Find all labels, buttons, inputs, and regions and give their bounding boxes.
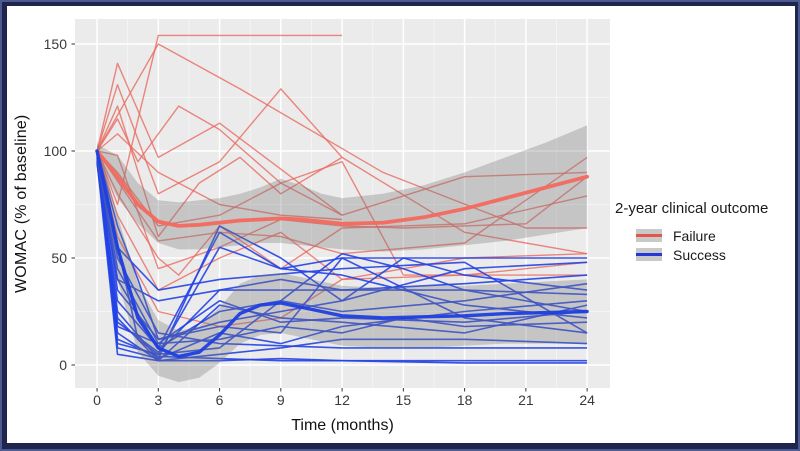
y-tick-label: 100 — [44, 143, 68, 159]
patient-line-failure — [96, 150, 588, 291]
patient-line-success — [96, 157, 588, 360]
patient-line-success — [96, 150, 588, 356]
ci-ribbon-failure — [97, 125, 588, 252]
x-tick-label: 24 — [579, 392, 595, 408]
patient-line-success — [96, 161, 588, 349]
patient-line-success — [96, 163, 588, 354]
legend: 2-year clinical outcome Failure Success — [615, 200, 793, 264]
x-tick-label: 9 — [277, 392, 285, 408]
x-tick-label: 6 — [216, 392, 224, 408]
x-tick-label: 18 — [457, 392, 473, 408]
patient-line-failure — [96, 83, 588, 255]
mean-line-failure — [95, 149, 589, 228]
chart-canvas: 0 3 6 9 12 15 18 21 24 0 50 100 150 — [44, 19, 610, 408]
x-tick-label: 0 — [93, 392, 101, 408]
legend-title: 2-year clinical outcome — [615, 200, 769, 217]
y-tick-label: 0 — [59, 357, 67, 373]
patient-line-failure — [96, 34, 343, 206]
patient-line-failure — [96, 105, 343, 238]
x-tick-label: 21 — [518, 392, 534, 408]
legend-item-success: Success — [615, 245, 793, 264]
failure-key-swatch — [636, 229, 662, 242]
patient-line-success — [96, 150, 588, 341]
patient-line-failure — [96, 62, 588, 216]
patient-line-failure — [96, 150, 588, 328]
patient-line-success — [96, 150, 588, 360]
y-tick-label: 50 — [51, 250, 67, 266]
y-axis-title: WOMAC (% of baseline) — [13, 114, 30, 293]
x-tick-label: 12 — [334, 392, 350, 408]
success-key-line-icon — [636, 253, 662, 256]
patient-line-success — [96, 150, 588, 349]
failure-key-line-icon — [636, 234, 662, 237]
patient-line-success — [96, 157, 588, 349]
legend-label-success: Success — [673, 246, 726, 263]
x-tick-label: 3 — [154, 392, 162, 408]
patient-line-success — [96, 161, 588, 364]
patient-line-failure — [96, 150, 588, 276]
y-tick-label: 150 — [44, 36, 68, 52]
legend-label-failure: Failure — [673, 227, 716, 244]
patient-line-success — [96, 150, 588, 356]
success-key-swatch — [636, 248, 662, 261]
mean-line-success — [95, 149, 589, 359]
patient-line-failure — [96, 43, 588, 229]
ci-ribbon-success — [97, 140, 588, 383]
patient-line-success — [96, 157, 588, 362]
legend-item-failure: Failure — [615, 226, 793, 245]
x-tick-label: 15 — [396, 392, 412, 408]
chart-figure: 0 3 6 9 12 15 18 21 24 0 50 100 150 WOMAC (% of base… — [7, 6, 795, 443]
patient-line-failure — [96, 133, 343, 221]
patient-line-failure — [96, 150, 588, 255]
x-axis-title: Time (months) — [291, 417, 394, 434]
patient-line-success — [96, 150, 588, 302]
patient-line-success — [96, 150, 588, 341]
patient-line-success — [96, 159, 588, 362]
